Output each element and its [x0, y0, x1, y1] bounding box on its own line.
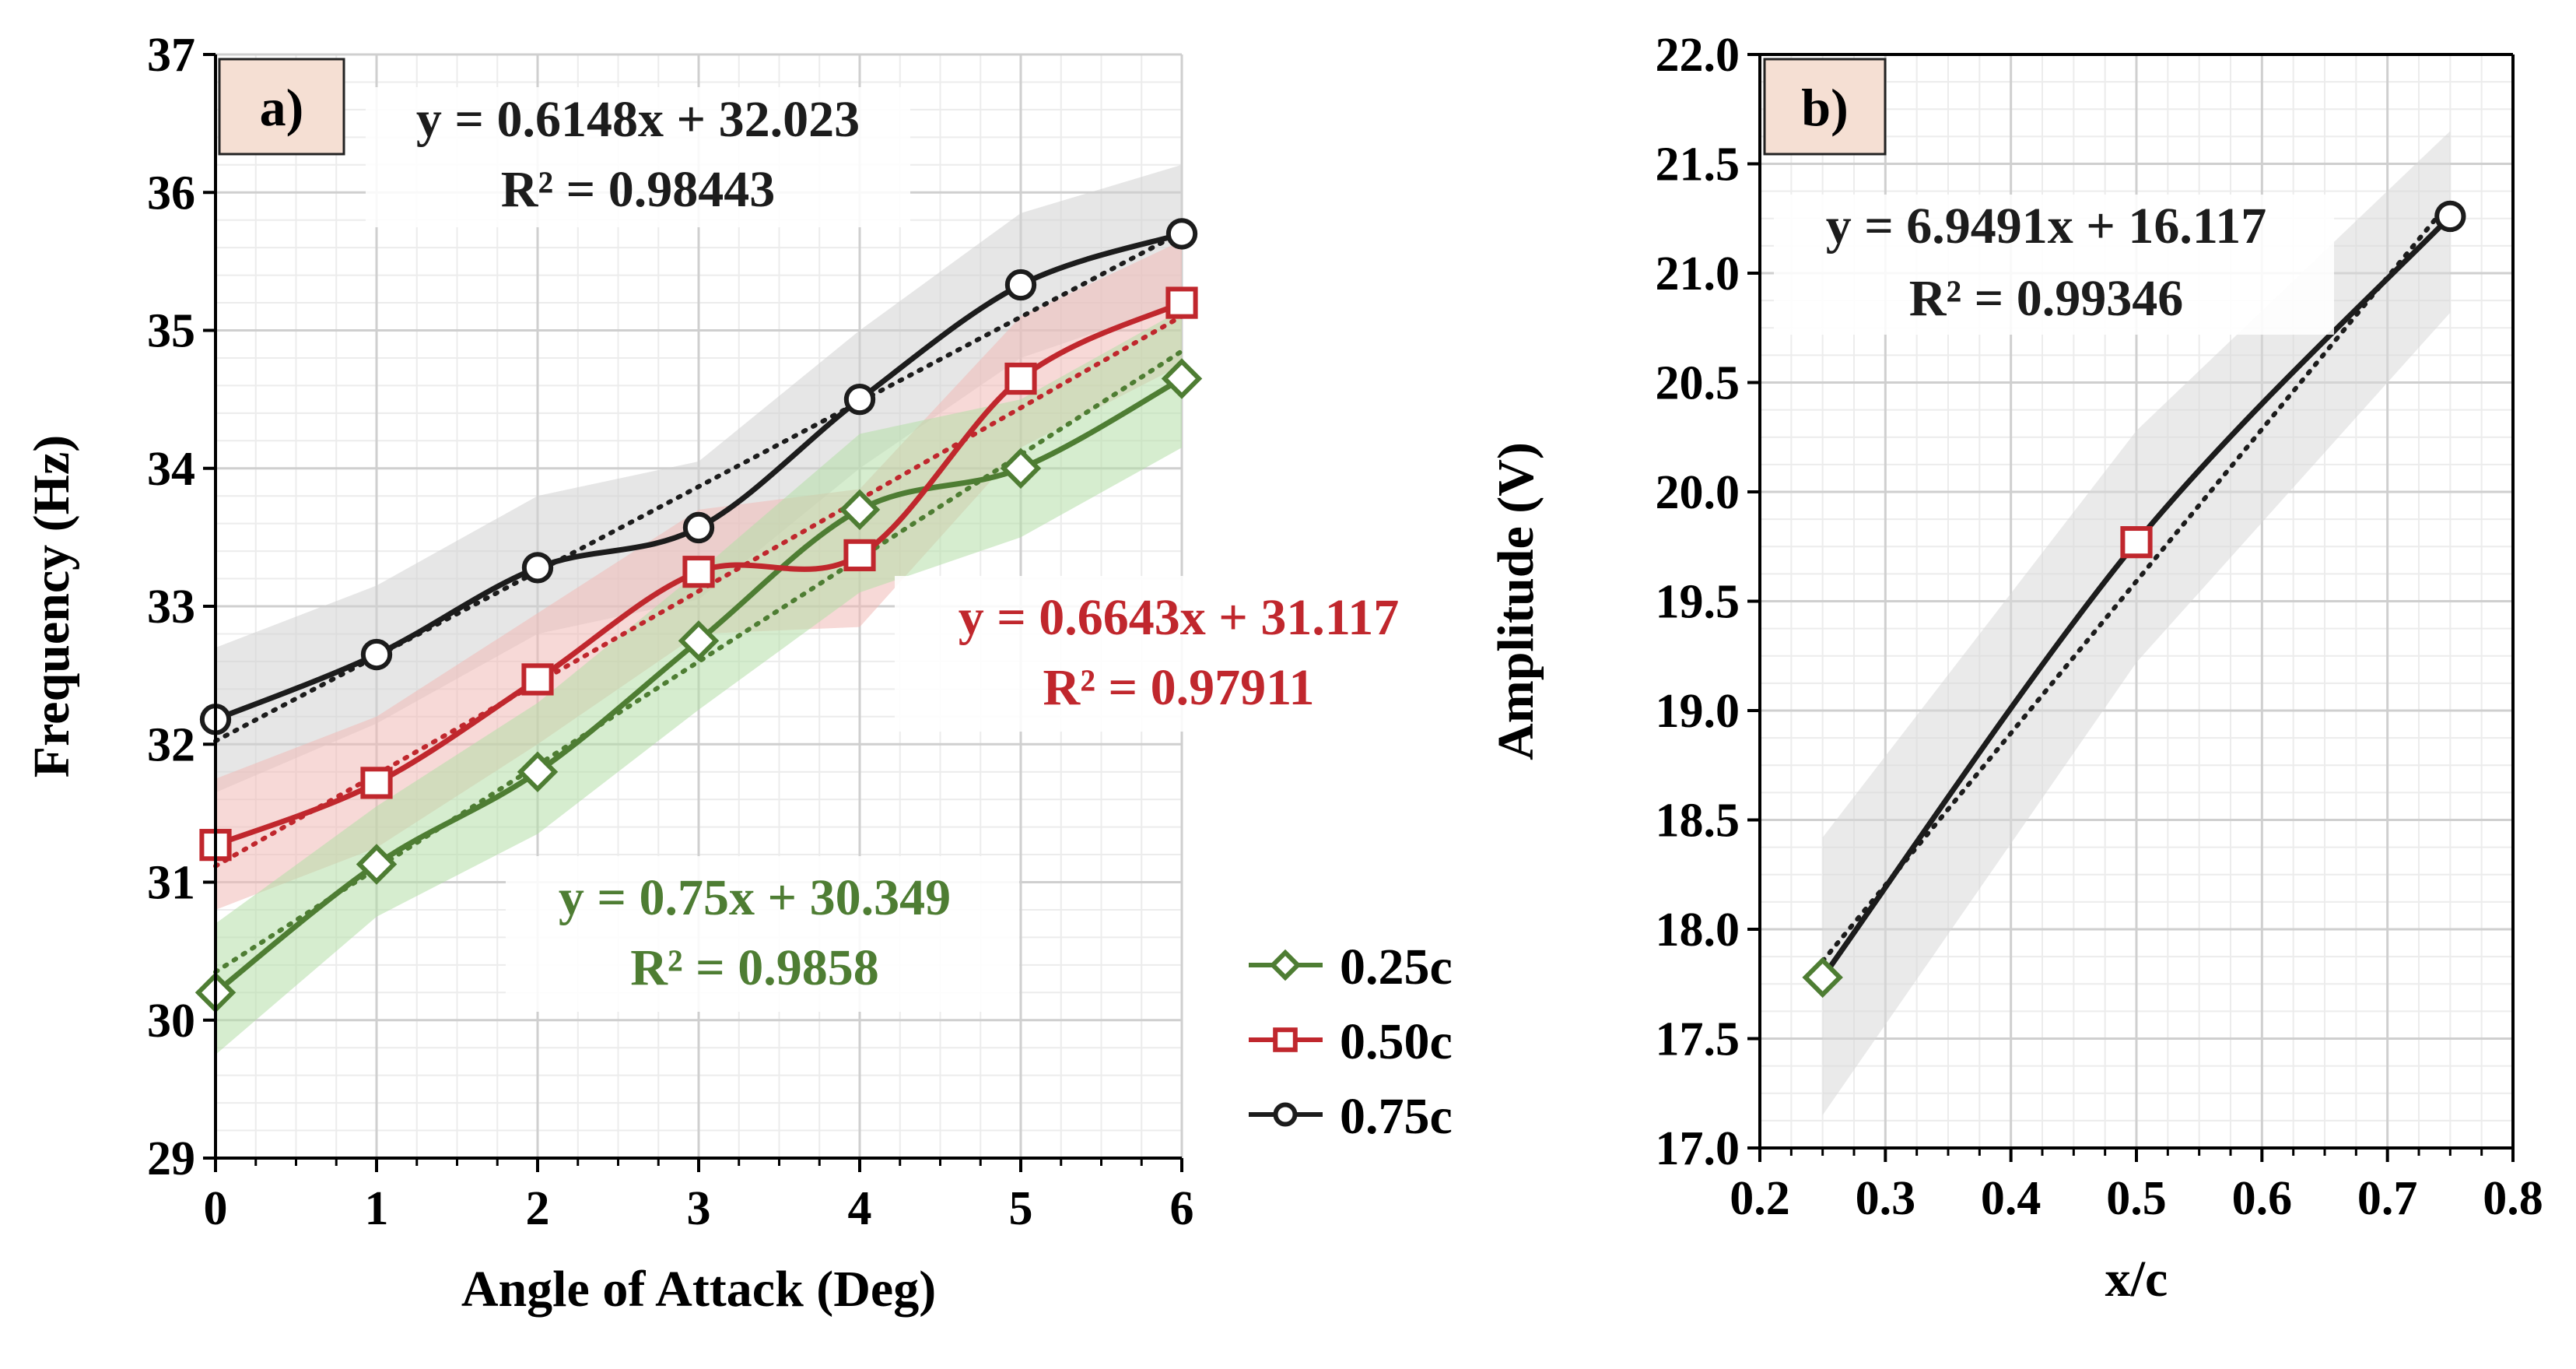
- x-tick-label: 0.5: [2106, 1172, 2167, 1225]
- data-point: [521, 552, 554, 584]
- y-axis-title: Amplitude (V): [1488, 442, 1544, 760]
- data-point: [521, 663, 554, 696]
- data-point: [1161, 358, 1203, 399]
- x-tick-label: 3: [687, 1182, 711, 1235]
- confidence-band: [216, 164, 1182, 793]
- legend-label: 0.25c: [1340, 939, 1453, 995]
- x-tick-label: 0.2: [1730, 1172, 1790, 1225]
- x-tick-label: 5: [1009, 1182, 1033, 1235]
- x-tick-label: 6: [1170, 1182, 1194, 1235]
- y-tick-label: 17.5: [1656, 1013, 1740, 1066]
- data-points: [195, 218, 1203, 1013]
- y-tick-label: 36: [147, 167, 195, 219]
- annotation-background: [366, 87, 910, 227]
- confidence-bands: [1822, 131, 2451, 1115]
- y-tick-label: 29: [147, 1132, 195, 1185]
- y-tick-label: 35: [147, 305, 195, 358]
- y-tick-label: 20.5: [1656, 357, 1740, 410]
- data-point: [356, 844, 398, 885]
- x-tick-label: 4: [848, 1182, 872, 1235]
- data-point: [843, 383, 876, 416]
- data-point: [1004, 362, 1037, 395]
- legend-label: 0.50c: [1340, 1013, 1453, 1070]
- y-tick-label: 33: [147, 581, 195, 634]
- y-axis-title: Frequency (Hz): [23, 435, 80, 778]
- panel-label-box: [218, 58, 345, 156]
- legend-label: 0.75c: [1340, 1088, 1453, 1145]
- x-tick-label: 2: [526, 1182, 550, 1235]
- y-tick-label: 18.5: [1656, 795, 1740, 848]
- fit-025c-r2: R² = 0.9858: [630, 939, 879, 996]
- y-tick-label: 19.5: [1656, 576, 1740, 629]
- x-axis-title: Angle of Attack (Deg): [461, 1261, 936, 1318]
- confidence-band: [216, 309, 1182, 1055]
- panel-label: b): [1801, 78, 1848, 137]
- data-point: [1802, 957, 1843, 999]
- annotation-background: [1774, 195, 2334, 335]
- data-point: [1004, 269, 1037, 301]
- x-tick-label: 0.4: [1981, 1172, 2042, 1225]
- fit-050c-equation: y = 0.6643x + 31.117: [959, 589, 1400, 646]
- data-point: [678, 620, 720, 662]
- x-tick-label: 0.7: [2357, 1172, 2418, 1225]
- data-point: [1165, 286, 1198, 319]
- trendline: [213, 230, 1184, 744]
- fit-050c-r2: R² = 0.97911: [1043, 659, 1315, 716]
- panel-b-amplitude-chart: 0.2 0.3 0.4 0.5 0.6 0.7 0.8 17.0 17.5 18.0 18.5 19.…: [1488, 29, 2543, 1308]
- y-tick-label: 21.5: [1656, 139, 1740, 191]
- annotation-background: [506, 856, 1019, 1012]
- y-tick-label: 32: [147, 718, 195, 771]
- data-point: [2434, 200, 2466, 233]
- legend-marker: [1273, 1102, 1298, 1127]
- y-tick-label: 17.0: [1656, 1122, 1740, 1175]
- fit-075c-r2: R² = 0.98443: [501, 161, 776, 218]
- panel-label-box: [1763, 58, 1887, 156]
- data-point: [843, 539, 876, 572]
- data-point: [682, 556, 715, 588]
- fit-amplitude-equation: y = 6.9491x + 16.117: [1826, 198, 2267, 254]
- annotation-background: [895, 576, 1470, 732]
- data-point: [682, 511, 715, 544]
- legend-marker: [1269, 949, 1302, 981]
- fit-075c-equation: y = 0.6148x + 32.023: [416, 91, 860, 148]
- y-tick-label: 30: [147, 995, 195, 1048]
- y-tick-label: 37: [147, 29, 195, 82]
- y-tick-label: 20.0: [1656, 466, 1740, 519]
- x-tick-label: 0: [204, 1182, 228, 1235]
- x-tick-label: 0.6: [2232, 1172, 2293, 1225]
- y-tick-label: 34: [147, 443, 195, 496]
- y-tick-label: 21.0: [1656, 247, 1740, 300]
- y-tick-label: 18.0: [1656, 904, 1740, 957]
- confidence-band: [1822, 131, 2451, 1115]
- trendlines: [1820, 198, 2453, 964]
- trendline: [1820, 198, 2453, 964]
- legend-marker: [1273, 1027, 1298, 1052]
- fit-025c-equation: y = 0.75x + 30.349: [559, 869, 951, 926]
- legend: 0.25c 0.50c 0.75c: [1249, 939, 1453, 1145]
- x-tick-label: 0.8: [2483, 1172, 2543, 1225]
- data-point: [1000, 448, 1042, 489]
- data-point: [360, 767, 393, 799]
- data-point: [2120, 526, 2153, 559]
- data-point: [839, 489, 881, 531]
- data-points: [1802, 200, 2466, 999]
- x-tick-label: 1: [365, 1182, 389, 1235]
- data-point: [1165, 218, 1198, 250]
- x-tick-label: 0.3: [1856, 1172, 1916, 1225]
- x-axis-title: x/c: [2105, 1251, 2168, 1308]
- data-point: [517, 751, 559, 792]
- fit-amplitude-r2: R² = 0.99346: [1909, 270, 2184, 327]
- y-tick-label: 22.0: [1656, 29, 1740, 82]
- y-tick-label: 31: [147, 857, 195, 910]
- panel-label: a): [260, 78, 304, 137]
- data-point: [360, 638, 393, 671]
- y-tick-label: 19.0: [1656, 685, 1740, 738]
